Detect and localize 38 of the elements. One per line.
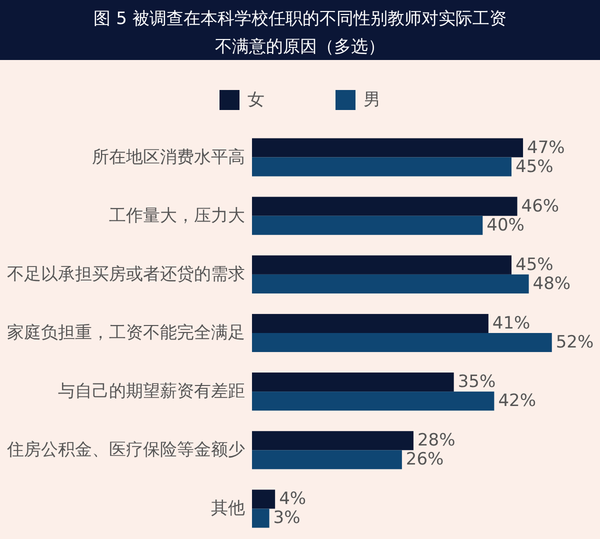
y-tick-label: 家庭负担重，工资不能完全满足 (7, 323, 245, 343)
y-tick-label: 工作量大，压力大 (109, 206, 245, 226)
y-tick-label: 其他 (211, 498, 245, 519)
data-label: 26% (406, 450, 444, 470)
data-label: 42% (498, 391, 536, 412)
bar (252, 450, 402, 470)
data-label: 4% (279, 489, 306, 510)
data-label: 48% (532, 274, 571, 294)
data-label: 40% (486, 215, 524, 236)
data-label: 45% (516, 156, 554, 177)
bar (252, 196, 518, 216)
data-label: 35% (458, 372, 496, 392)
y-tick-label: 不足以承担买房或者还贷的需求 (7, 264, 245, 284)
y-tick-label: 与自己的期望薪资有差距 (58, 382, 245, 402)
bar (252, 333, 552, 352)
y-tick-label: 所在地区消费水平高 (92, 147, 245, 168)
bar (252, 508, 270, 528)
bar (252, 255, 512, 274)
data-label: 3% (273, 508, 300, 528)
bar (252, 392, 494, 411)
data-label: 28% (417, 430, 456, 451)
bar (252, 157, 512, 176)
bar (252, 372, 454, 392)
data-label: 45% (516, 254, 554, 275)
data-label: 46% (521, 196, 560, 216)
bar (252, 216, 483, 235)
bar (252, 490, 276, 509)
bar (252, 138, 524, 158)
data-label: 52% (556, 332, 594, 353)
bar (252, 274, 529, 294)
y-tick-label: 住房公积金、医疗保险等金额少 (6, 440, 245, 460)
bar (252, 314, 488, 333)
legend-label: 男 (364, 90, 380, 110)
data-label: 41% (492, 313, 530, 334)
bar (252, 431, 414, 450)
legend-label: 女 (248, 90, 264, 110)
data-label: 47% (527, 138, 565, 158)
chart-title: 图 5 被调查在本科学校任职的不同性别教师对实际工资不满意的原因（多选） (94, 9, 506, 57)
